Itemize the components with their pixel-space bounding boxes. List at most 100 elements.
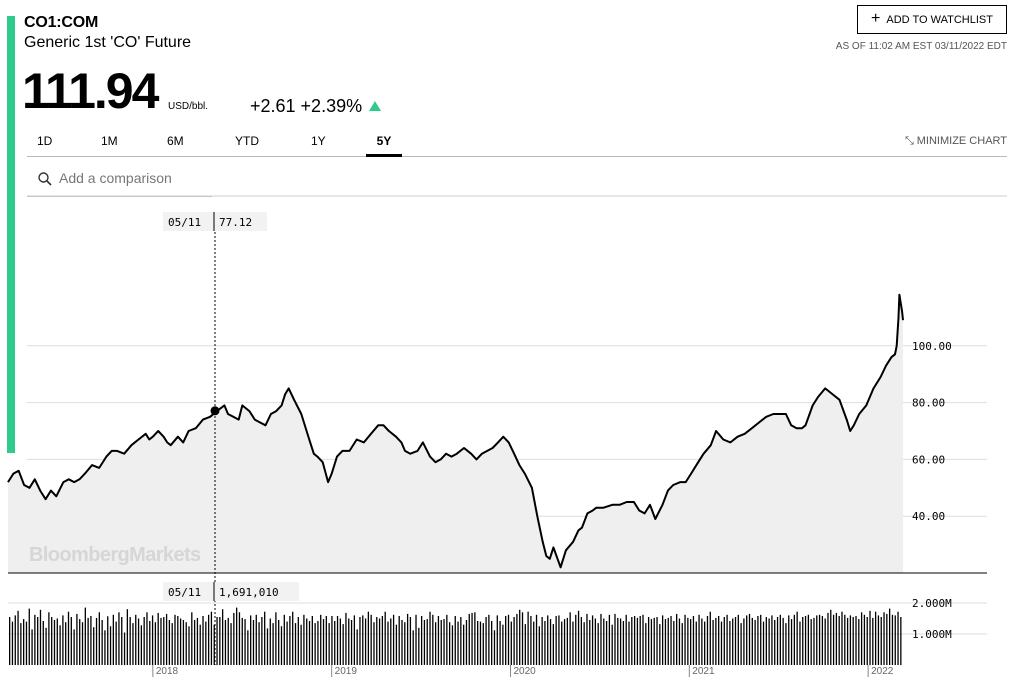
volume-bar [852,617,854,666]
volume-bar [420,616,423,665]
tab-1d[interactable]: 1D [37,134,53,148]
volume-bar [891,614,894,665]
volume-bar [350,620,353,665]
price-line [7,293,904,569]
volume-bar [824,618,826,665]
volume-bar [28,608,30,665]
volume-bar [471,612,473,665]
bloomberg-watermark: BloombergMarkets [29,544,201,566]
volume-bar [746,615,748,665]
volume-bar [482,623,484,665]
volume-bar [636,617,639,665]
minimize-label: MINIMIZE CHART [916,135,1007,147]
minimize-chart-button[interactable]: ⤡ MINIMIZE CHART [905,135,1007,148]
volume-bar [880,617,882,666]
volume-bar [191,612,193,665]
volume-bar [849,615,852,665]
volume-bar [359,617,361,666]
volume-bar [774,620,776,665]
volume-bar [706,616,709,665]
tab-ytd[interactable]: YTD [235,134,259,148]
volume-bar [205,621,207,665]
volume-bar [760,614,762,665]
tab-1m[interactable]: 1M [101,134,118,148]
volume-bar [154,622,157,665]
volume-bar [527,611,529,665]
volume-bar [331,616,333,665]
instrument-name: Generic 1st 'CO' Future [24,34,192,51]
volume-bar [317,621,319,665]
volume-bar [678,618,681,665]
add-to-watchlist-button[interactable]: + ADD TO WATCHLIST [857,5,1007,34]
volume-bar [832,614,835,665]
volume-bar [230,623,232,665]
volume-bar [661,615,664,665]
tab-5y[interactable]: 5Y [366,134,402,157]
volume-bar [897,611,899,665]
volume-bar [378,618,381,665]
volume-bar [558,615,560,665]
volume-bar [345,612,347,665]
volume-bar [608,614,611,665]
volume-bar [448,622,451,665]
volume-bar [269,618,271,665]
volume-bar [160,617,162,665]
tab-1y[interactable]: 1Y [311,134,326,148]
volume-bar [278,620,280,665]
volume-bar [348,618,350,665]
price-unit: USD/bbl. [168,101,209,112]
volume-bar [415,614,417,665]
tab-6m[interactable]: 6M [167,134,184,148]
volume-bar [146,612,148,665]
volume-bar [463,624,465,665]
volume-bar [740,623,742,665]
price-change: +2.61 +2.39% [250,96,363,116]
volume-bar [785,623,787,665]
volume-bar [227,617,229,665]
ticker-symbol: CO1:COM [24,14,99,31]
volume-bar [704,621,706,665]
volume-bar [373,622,375,665]
volume-bar [883,612,885,665]
volume-bar [866,617,868,666]
volume-bar [566,617,568,665]
volume-bar [370,614,372,665]
volume-bar [860,612,863,665]
volume-bar [48,612,50,665]
volume-bar [362,615,364,665]
volume-bar [796,611,798,665]
volume-bar [14,615,16,665]
volume-bar [830,609,832,665]
search-input[interactable]: Add a comparison [59,170,172,186]
volume-bar [647,617,650,666]
volume-bar [322,619,325,665]
volume-bar [485,617,487,666]
volume-bar [561,621,563,665]
volume-bar [300,624,302,665]
volume-bar [846,617,849,665]
volume-bar [339,618,341,665]
volume-bar [137,618,140,665]
volume-bar [496,615,498,665]
minimize-icon: ⤡ [904,135,914,147]
volume-bar [132,623,134,665]
volume-bar [664,619,667,665]
volume-bar [712,620,714,665]
volume-bar [56,618,58,665]
volume-bar [426,619,428,665]
volume-bar [855,616,857,665]
volume-bar [151,615,154,665]
time-tick-label: 2022 [871,666,894,677]
volume-bar [477,621,479,665]
volume-bar [129,617,131,666]
volume-bar [586,613,588,665]
volume-bar [639,616,641,665]
volume-bar [835,612,838,665]
volume-bar [258,622,260,665]
accent-bar [7,16,15,453]
volume-bar [381,616,384,665]
volume-bar [140,625,143,665]
volume-bar [423,620,426,665]
volume-bar [168,620,171,665]
